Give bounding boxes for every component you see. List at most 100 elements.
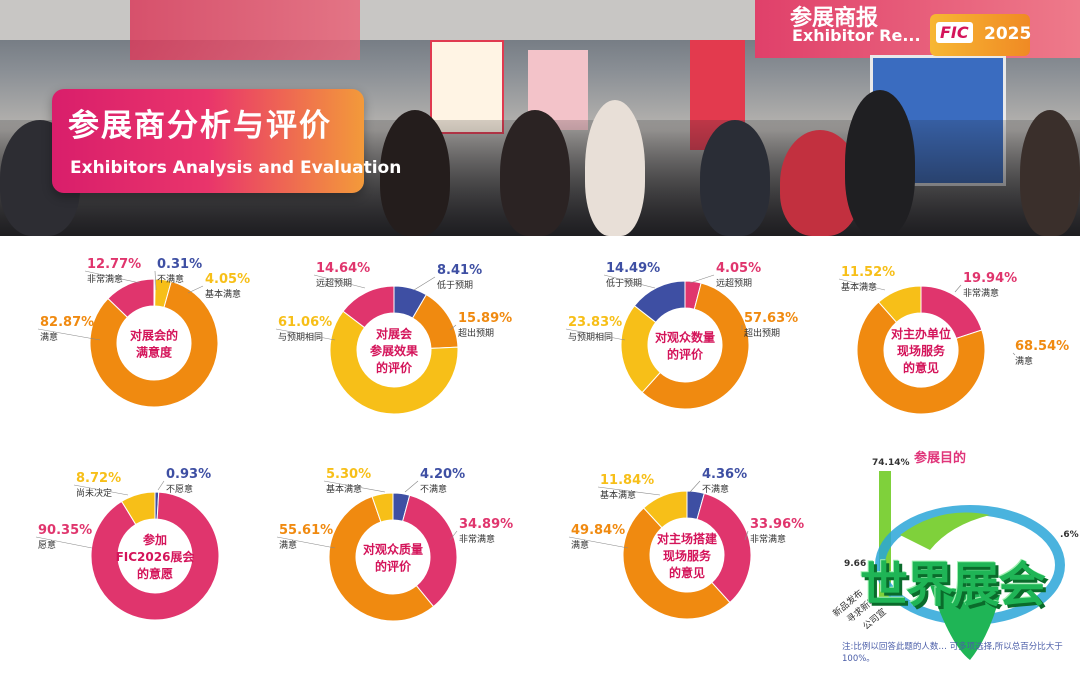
slice-category-label: 超出预期 (744, 327, 780, 339)
fic-logo: FIC (936, 22, 973, 43)
slice-category-label: 不满意 (420, 483, 447, 495)
leader-line (157, 480, 165, 491)
slice-value-label: 11.84% (600, 473, 654, 488)
donut-slice (877, 285, 922, 323)
donut-center-title: 的评价 (376, 360, 413, 375)
slice-category-label: 基本满意 (600, 489, 636, 501)
leader-line (689, 274, 715, 284)
slice-value-label: 4.05% (205, 272, 250, 287)
donut-center-title: 对主办单位 (891, 326, 951, 341)
leader-line (73, 484, 129, 496)
slice-value-label: 19.94% (963, 271, 1017, 286)
slice-category-label: 基本满意 (841, 281, 877, 293)
slice-category-label: 低于预期 (437, 279, 473, 291)
donut-slice (642, 490, 688, 529)
slice-value-label: 49.84% (571, 523, 625, 538)
slice-category-label: 基本满意 (205, 288, 241, 300)
donut-slice (342, 285, 395, 329)
slice-category-label: 愿意 (38, 539, 56, 551)
section-title-en: Exhibitors Analysis and Evaluation (70, 158, 402, 178)
donut-slice (107, 278, 155, 318)
leader-line (37, 328, 101, 341)
donut-center-title: 对观众数量 (655, 330, 715, 345)
leader-line (1012, 352, 1016, 356)
slice-category-label: 超出预期 (458, 327, 494, 339)
section-title-box (52, 89, 364, 193)
slice-category-label: 不满意 (157, 273, 184, 285)
donut-center-title: 对观众质量 (363, 542, 423, 557)
world-expo-logo: 世界展会 (840, 495, 1080, 665)
slice-category-label: 非常满意 (963, 287, 999, 299)
donut-center-title: 参展效果 (370, 343, 418, 358)
slice-category-label: 远超预期 (316, 277, 352, 289)
donut-slice (696, 492, 752, 604)
fic-2025-badge: FIC 2025 (930, 14, 1032, 56)
slice-category-label: 低于预期 (606, 277, 642, 289)
donut-slice (328, 495, 435, 622)
donut-center-title: 的评价 (667, 347, 704, 362)
leader-line (413, 276, 436, 291)
slice-category-label: 非常满意 (459, 533, 495, 545)
leader-line (449, 530, 458, 541)
leader-line (35, 536, 93, 549)
slice-value-label: 15.89% (458, 311, 512, 326)
donut-center-title: 对主场搭建 (657, 531, 718, 546)
leader-line (744, 530, 749, 541)
slice-category-label: 非常满意 (750, 533, 786, 545)
slice-value-label: 11.52% (841, 265, 895, 280)
leader-line (323, 480, 386, 493)
slice-value-label: 12.77% (87, 257, 141, 272)
hero-photo: 参展商报 Exhibitor Re... (0, 0, 1080, 236)
slice-value-label: 8.41% (437, 263, 482, 278)
donut-slice (622, 507, 731, 620)
leader-line (313, 274, 366, 289)
leader-line (154, 270, 157, 291)
slice-category-label: 与预期相同 (568, 331, 613, 343)
slice-value-label: 8.72% (76, 471, 121, 486)
slice-category-label: 远超预期 (716, 277, 752, 289)
leader-line (187, 285, 204, 294)
slice-value-label: 82.87% (40, 315, 94, 330)
donut-center-title: 满意度 (136, 345, 173, 360)
leader-line (954, 284, 962, 293)
donut-slice (633, 280, 686, 324)
leader-line (838, 278, 886, 291)
leader-line (565, 328, 626, 341)
slice-value-label: 61.06% (278, 315, 332, 330)
slice-category-label: 满意 (40, 331, 58, 343)
slice-value-label: 57.63% (744, 311, 798, 326)
slice-category-label: 非常满意 (87, 273, 123, 285)
slice-category-label: 不愿意 (166, 483, 193, 495)
world-expo-logo-text: 世界展会 (860, 557, 1046, 613)
slice-value-label: 5.30% (326, 467, 371, 482)
leader-line (568, 536, 629, 549)
donut-center-title: 现场服务 (897, 343, 946, 358)
donut-center-title: 现场服务 (663, 548, 712, 563)
slice-category-label: 与预期相同 (278, 331, 323, 343)
leader-line (449, 324, 457, 331)
donut-slice (120, 491, 156, 526)
slice-value-label: 4.36% (702, 467, 747, 482)
donut-slice (402, 494, 458, 608)
banner-en: Exhibitor Re... (792, 26, 921, 45)
donut-slice (371, 492, 394, 523)
donut-slice (641, 282, 750, 410)
slice-value-label: 14.49% (606, 261, 660, 276)
slice-category-label: 尚未决定 (76, 487, 112, 499)
purpose-left-value: 9.66 (844, 559, 866, 569)
badge-year: 2025 (984, 24, 1032, 44)
leader-line (404, 480, 419, 493)
slice-value-label: 90.35% (38, 523, 92, 538)
donut-center-title: 的意见 (903, 360, 939, 375)
slice-category-label: 满意 (279, 539, 297, 551)
slice-value-label: 23.83% (568, 315, 622, 330)
banner-cn: 参展商报 (790, 6, 879, 31)
section-title-cn: 参展商分析与评价 (68, 108, 332, 144)
donut-center-title: 的意愿 (137, 566, 173, 581)
slice-category-label: 满意 (1015, 355, 1033, 367)
footnote: 注:比例以回答此题的人数… 可多项选择,所以总百分比大于100%。 (842, 642, 1063, 664)
leader-line (276, 536, 336, 549)
donut-center-title: 的意见 (669, 565, 705, 580)
donut-center-title: 的评价 (375, 559, 412, 574)
